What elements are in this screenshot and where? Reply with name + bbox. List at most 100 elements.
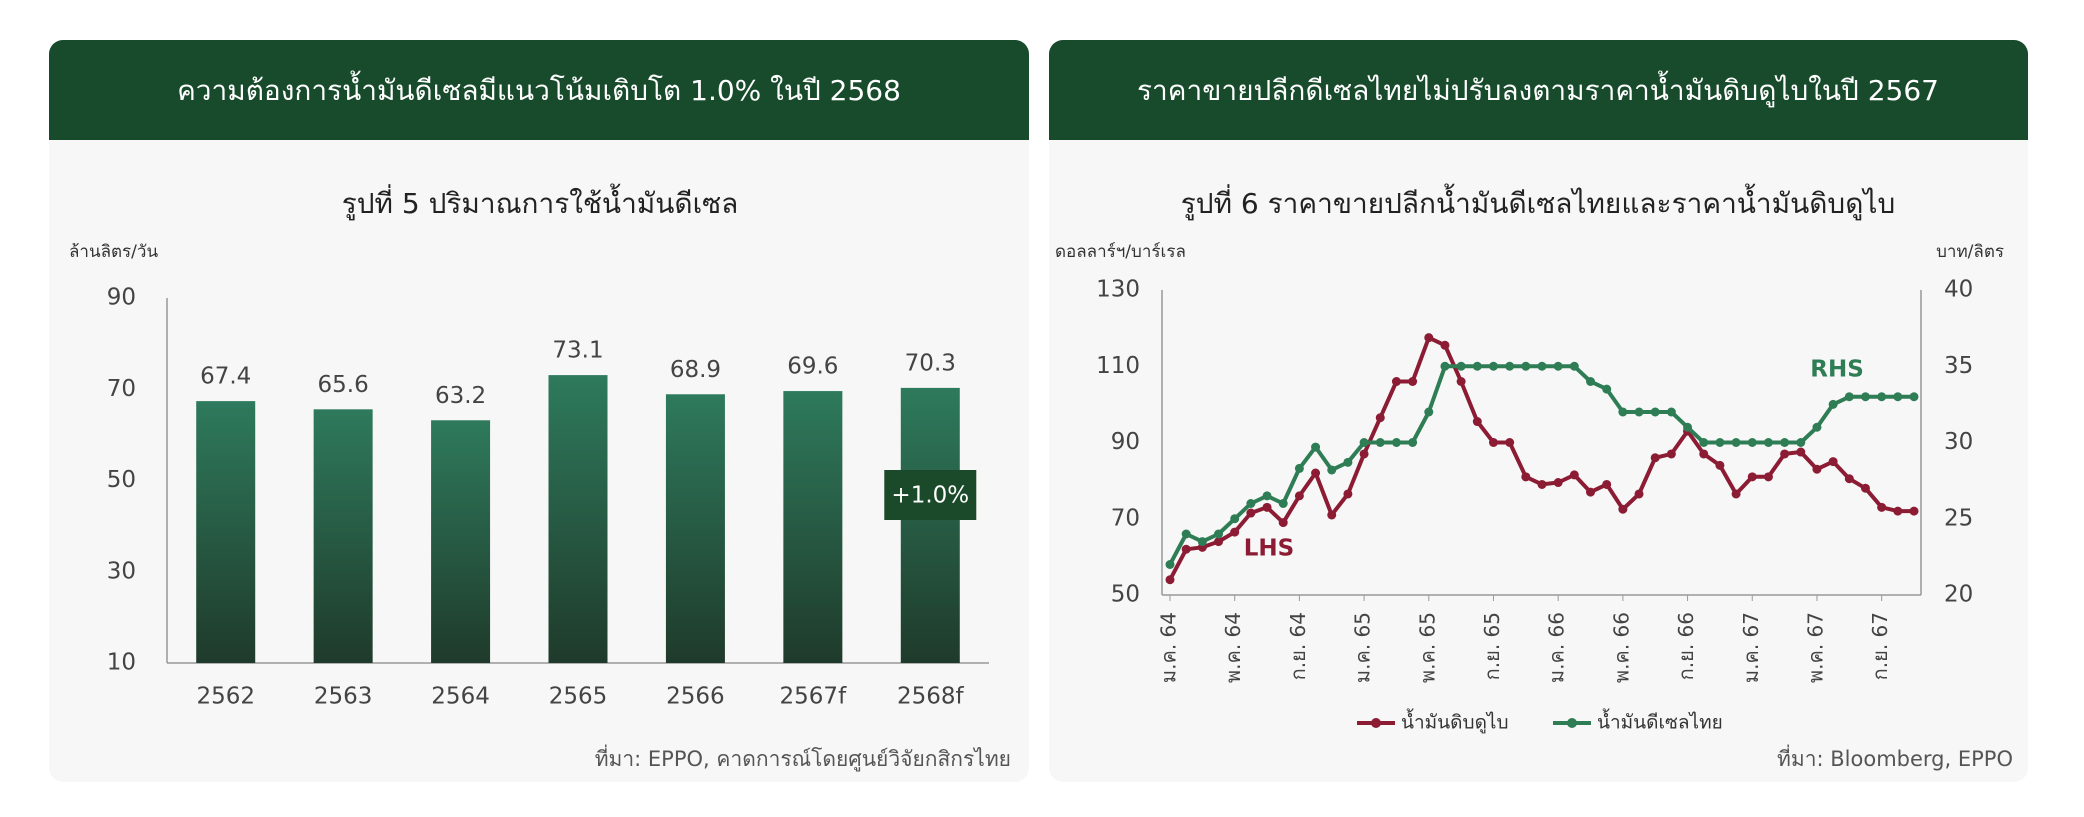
marker	[1294, 463, 1304, 473]
bar	[548, 375, 608, 663]
marker	[1683, 422, 1693, 432]
marker	[1877, 502, 1887, 512]
marker	[1424, 407, 1434, 417]
marker	[1375, 438, 1385, 447]
y-tick-label: 130	[1096, 277, 1140, 303]
marker	[1812, 464, 1822, 474]
marker	[1359, 449, 1369, 459]
marker	[1181, 529, 1191, 539]
marker	[1165, 575, 1175, 585]
marker	[1472, 361, 1482, 371]
x-tick-label: 2566	[666, 684, 725, 710]
x-tick-label: 2565	[549, 684, 608, 710]
marker	[1408, 438, 1418, 447]
y-tick-label: 90	[107, 285, 136, 311]
y-tick-label: 70	[107, 376, 136, 402]
chart-title: รูปที่ 6 ราคาขายปลีกน้ำมันดีเซลไทยและราค…	[1181, 183, 1896, 221]
marker	[1569, 361, 1579, 371]
marker	[1537, 361, 1547, 371]
source: ที่มา: Bloomberg, EPPO	[1777, 744, 2013, 771]
marker	[1699, 449, 1709, 459]
x-tick-label: 2564	[431, 684, 490, 710]
marker	[1311, 468, 1321, 478]
marker	[1602, 479, 1612, 489]
marker	[1181, 544, 1191, 554]
marker	[1731, 489, 1741, 499]
marker	[1408, 377, 1418, 386]
marker	[1505, 361, 1515, 371]
marker	[1715, 438, 1725, 447]
marker	[1391, 438, 1401, 447]
marker	[1893, 392, 1903, 402]
bar	[783, 391, 843, 663]
marker	[1278, 499, 1288, 508]
x-tick-label: พ.ค. 66	[1609, 612, 1633, 683]
marker	[1747, 438, 1757, 447]
marker	[1553, 361, 1563, 371]
marker	[1909, 506, 1919, 516]
y-axis-label: ดอลลาร์ฯ/บาร์เรล	[1055, 242, 1186, 262]
marker	[1553, 478, 1563, 488]
bar	[900, 387, 960, 663]
y-tick-label: 30	[107, 558, 136, 584]
marker	[1618, 407, 1628, 417]
value-label: 73.1	[552, 338, 603, 364]
legend-label: น้ำมันดีเซลไทย	[1597, 709, 1723, 734]
marker	[1197, 537, 1207, 547]
x-tick-label: ม.ค. 66	[1545, 612, 1569, 683]
y-axis-label: ล้านลิตร/วัน	[69, 242, 158, 262]
marker	[1828, 457, 1838, 467]
y-tick-label: 10	[107, 650, 136, 676]
marker	[1893, 506, 1903, 516]
marker	[1456, 377, 1466, 386]
panel	[49, 40, 1029, 782]
y-tick-label: 110	[1096, 353, 1140, 379]
annotation-box	[884, 470, 977, 520]
marker	[1650, 453, 1660, 463]
marker	[1230, 514, 1240, 524]
marker	[1521, 361, 1531, 371]
marker	[1634, 489, 1644, 499]
marker	[1602, 384, 1612, 394]
marker	[1537, 479, 1547, 489]
x-tick-label: 2568f	[897, 684, 965, 710]
marker	[1472, 417, 1482, 427]
marker	[1214, 537, 1224, 547]
marker	[1440, 340, 1450, 350]
marker	[1456, 361, 1466, 371]
legend-marker	[1371, 718, 1381, 728]
marker	[1796, 447, 1806, 457]
y2-tick-label: 30	[1944, 429, 1973, 455]
value-label: 67.4	[200, 364, 251, 390]
marker	[1246, 499, 1256, 508]
panel-header	[49, 110, 1029, 140]
x-tick-label: ก.ย. 64	[1286, 612, 1310, 680]
marker	[1634, 407, 1644, 417]
marker	[1763, 472, 1773, 482]
marker	[1731, 438, 1741, 447]
marker	[1278, 518, 1288, 528]
bar	[431, 420, 491, 663]
value-label: 65.6	[318, 372, 369, 398]
y2-tick-label: 35	[1944, 353, 1973, 379]
marker	[1763, 438, 1773, 447]
marker	[1375, 413, 1385, 423]
marker	[1569, 470, 1579, 480]
y2-tick-label: 20	[1944, 582, 1973, 608]
marker	[1440, 361, 1450, 371]
x-tick-label: ม.ค. 64	[1157, 612, 1181, 683]
legend-marker	[1567, 718, 1577, 728]
x-tick-label: ก.ย. 67	[1868, 612, 1892, 680]
marker	[1666, 407, 1676, 417]
x-tick-label: ก.ย. 66	[1674, 612, 1698, 680]
x-tick-label: ม.ค. 67	[1739, 612, 1763, 683]
marker	[1343, 457, 1353, 467]
value-label: 68.9	[670, 357, 721, 383]
marker	[1877, 392, 1887, 402]
marker	[1860, 483, 1870, 493]
marker	[1343, 489, 1353, 499]
x-tick-label: พ.ค. 64	[1221, 612, 1245, 683]
marker	[1796, 438, 1806, 447]
marker	[1262, 491, 1272, 501]
